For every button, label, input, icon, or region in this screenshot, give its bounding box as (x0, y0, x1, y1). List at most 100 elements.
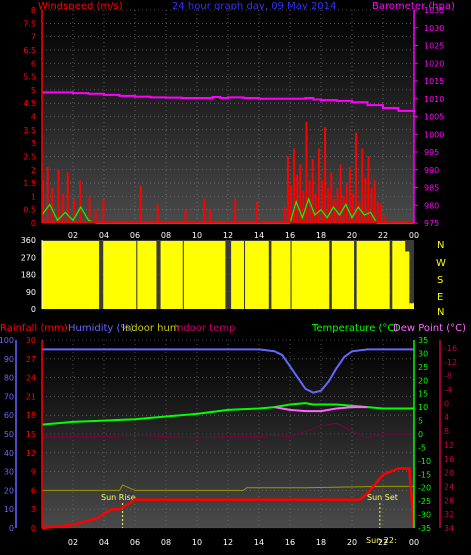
direction-bar (97, 241, 99, 309)
direction-bar (267, 241, 269, 309)
direction-bar (265, 241, 268, 309)
direction-bar (372, 241, 374, 309)
direction-bar (219, 241, 221, 309)
direction-bar-last (409, 303, 414, 309)
direction-bar (386, 241, 388, 309)
wind-tick-label: 6.5 (23, 46, 36, 55)
direction-bar (221, 241, 224, 309)
wind-tick-label: 0 (31, 219, 36, 228)
direction-bar (365, 241, 368, 309)
windspeed-bar (373, 180, 376, 223)
direction-bar (113, 241, 115, 309)
windspeed-bar (139, 185, 142, 223)
direction-bar (164, 241, 166, 309)
barometer-tick-label: 1005 (424, 113, 444, 122)
rain-tick-label: 9 (31, 468, 36, 477)
direction-bar (255, 241, 257, 309)
direction-bar (351, 241, 353, 309)
windspeed-bar (42, 180, 44, 223)
direction-bar (79, 241, 81, 309)
rain-tick-label: 0 (31, 524, 36, 533)
windspeed-bar (336, 188, 339, 223)
direction-bar (237, 241, 239, 309)
wind-tick-label: 1.5 (23, 179, 36, 188)
direction-bar (338, 241, 340, 309)
windspeed-bar (358, 201, 361, 223)
indoor-hum-title: Indoor hum (122, 323, 180, 334)
rain-tick-label: 6 (31, 486, 36, 495)
direction-bar (79, 241, 82, 309)
direction-bar (45, 241, 47, 309)
direction-bar (70, 241, 72, 309)
direction-bar (261, 241, 263, 309)
rain-tick-label: 18 (26, 411, 36, 420)
direction-bar (74, 241, 76, 309)
x-tick-label-bottom: 22 (378, 538, 388, 547)
windspeed-bar (383, 215, 385, 223)
direction-bar (304, 241, 306, 309)
direction-bar (300, 241, 303, 309)
direction-bar (224, 241, 226, 309)
barometer-axis-title: Barometer (hpa) (372, 1, 455, 12)
direction-bar (215, 241, 217, 309)
windspeed-bar (290, 185, 292, 223)
barometer-tick-label: 975 (424, 219, 439, 228)
direction-bar (59, 241, 62, 309)
direction-bar (125, 241, 127, 309)
direction-bar (56, 241, 58, 309)
temp-tick-label: -30 (418, 511, 431, 520)
direction-bar (333, 241, 335, 309)
direction-bar (166, 241, 168, 309)
direction-bar (121, 241, 124, 309)
wind-tick-label: 2.5 (23, 152, 36, 161)
direction-bar (160, 241, 162, 309)
direction-bar (258, 241, 260, 309)
direction-bar (60, 241, 62, 309)
direction-bar (170, 241, 172, 309)
direction-bar (119, 241, 121, 309)
windspeed-bar (94, 209, 97, 223)
direction-bar (341, 241, 344, 309)
humidity-tick-label: 40 (4, 449, 14, 458)
direction-bar (296, 241, 298, 309)
direction-bar (111, 241, 114, 309)
direction-bar (341, 241, 343, 309)
direction-bar (223, 241, 225, 309)
direction-bar (92, 241, 94, 309)
windspeed-axis-title: Windspeed (m/s) (38, 1, 123, 12)
wind-tick-label: 4 (31, 113, 36, 122)
direction-bar (121, 241, 123, 309)
direction-bar (298, 241, 300, 309)
direction-bar (217, 241, 219, 309)
x-tick-label-bottom: 14 (254, 538, 264, 547)
direction-bar (126, 241, 128, 309)
direction-bar (321, 241, 324, 309)
direction-bar (348, 241, 350, 309)
direction-bar (276, 241, 279, 309)
temp-tick-label: -20 (418, 484, 431, 493)
indoor-tick-label: 12 (444, 441, 454, 450)
direction-bar (66, 241, 68, 309)
windspeed-bar (345, 183, 348, 223)
direction-bar (306, 241, 308, 309)
direction-bar (293, 241, 295, 309)
direction-bar (334, 241, 336, 309)
sunset-time-label: Sun 22: (366, 536, 397, 545)
direction-bar (317, 241, 320, 309)
temp-tick-label: 10 (418, 403, 428, 412)
direction-bar (379, 241, 381, 309)
direction-bar (176, 241, 178, 309)
windspeed-bar (296, 175, 299, 223)
direction-bar (162, 241, 164, 309)
direction-bar (66, 241, 69, 309)
direction-bar (69, 241, 72, 309)
wind-tick-label: 5 (31, 86, 36, 95)
direction-bar (380, 241, 382, 309)
windspeed-bar (352, 193, 354, 223)
direction-bar (376, 241, 378, 309)
x-tick-label-top: 12 (223, 231, 233, 240)
direction-bar (280, 241, 282, 309)
direction-bar (168, 241, 170, 309)
windspeed-bar (203, 199, 206, 223)
direction-bar (368, 241, 370, 309)
